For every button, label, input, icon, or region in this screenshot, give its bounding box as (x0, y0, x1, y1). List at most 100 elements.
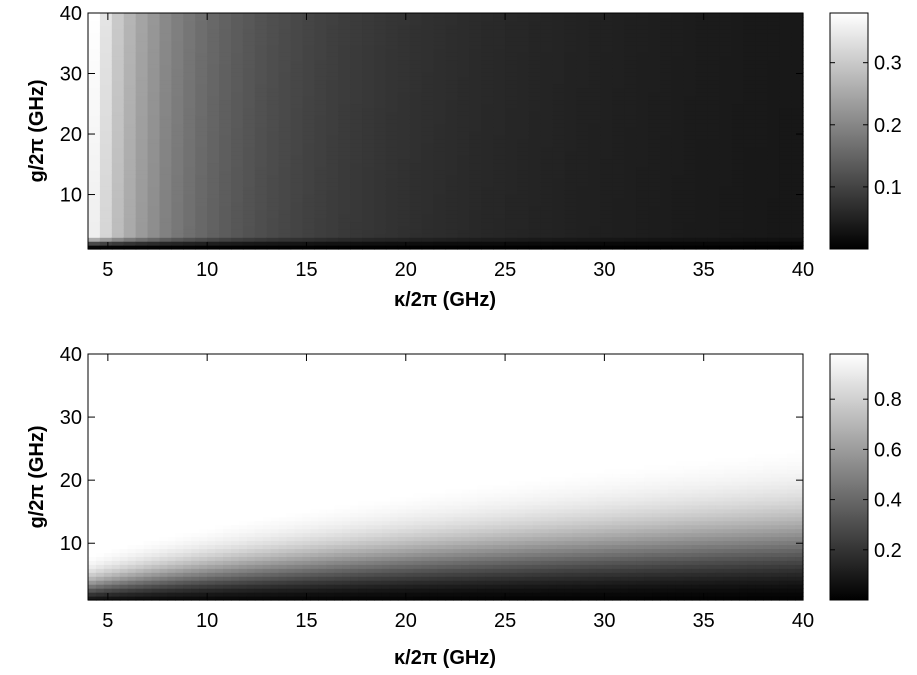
heatmap-cell (719, 190, 733, 195)
heatmap-cell (719, 60, 733, 65)
heatmap-cell (421, 99, 435, 105)
heatmap-cell (350, 237, 363, 242)
heatmap-cell (207, 20, 220, 26)
heatmap-cell (648, 150, 661, 156)
heatmap-cell (111, 103, 125, 108)
heatmap-cell (374, 209, 387, 215)
heatmap-cell (421, 91, 435, 97)
heatmap-cell (88, 516, 97, 522)
heatmap-cell (159, 72, 173, 77)
heatmap-cell (505, 186, 518, 191)
heatmap-cell (445, 20, 459, 26)
x-tick-label: 15 (295, 259, 317, 281)
heatmap-cell (791, 20, 804, 26)
heatmap-cell (119, 413, 129, 419)
heatmap-cell (660, 193, 673, 199)
heatmap-cell (231, 209, 244, 215)
heatmap-cell (195, 213, 208, 219)
heatmap-cell (528, 115, 542, 120)
heatmap-cell (636, 213, 649, 219)
heatmap-cell (207, 91, 220, 97)
heatmap-cell (457, 197, 470, 203)
heatmap-cell (755, 217, 768, 223)
heatmap-cell (127, 377, 137, 383)
heatmap-cell (397, 131, 411, 136)
heatmap-cell (278, 24, 292, 30)
heatmap-cell (517, 182, 530, 187)
heatmap-cell (254, 544, 264, 550)
heatmap-cell (433, 197, 447, 203)
heatmap-cell (767, 229, 780, 234)
heatmap-cell (135, 237, 149, 242)
heatmap-cell (195, 75, 208, 81)
heatmap-cell (219, 40, 232, 46)
heatmap-cell (671, 103, 685, 108)
heatmap-cell (88, 241, 101, 246)
heatmap-cell (254, 134, 268, 140)
heatmap-cell (660, 197, 673, 203)
heatmap-cell (540, 107, 554, 112)
heatmap-cell (219, 178, 232, 183)
heatmap-cell (719, 225, 733, 230)
heatmap-cell (171, 158, 184, 164)
heatmap-cell (791, 146, 804, 152)
heatmap-cell (671, 111, 685, 116)
heatmap-cell (242, 237, 256, 242)
heatmap-cell (445, 229, 459, 234)
heatmap-cell (767, 170, 780, 175)
heatmap-cell (207, 13, 220, 18)
heatmap-cell (314, 111, 327, 116)
heatmap-cell (600, 91, 613, 97)
heatmap-cell (600, 95, 613, 101)
heatmap-cell (707, 197, 721, 203)
heatmap-cell (159, 564, 169, 569)
heatmap-cell (576, 178, 590, 183)
heatmap-cell (183, 484, 192, 490)
heatmap-cell (151, 377, 161, 383)
heatmap-cell (219, 186, 232, 191)
heatmap-cell (103, 508, 113, 514)
heatmap-cell (588, 217, 602, 223)
heatmap-cell (731, 68, 745, 73)
heatmap-cell (350, 28, 363, 34)
heatmap-cell (231, 469, 240, 474)
heatmap-cell (231, 197, 244, 203)
heatmap-cell (731, 83, 745, 89)
heatmap-cell (143, 548, 153, 553)
heatmap-cell (183, 245, 196, 250)
heatmap-cell (588, 142, 602, 148)
heatmap-cell (88, 111, 101, 116)
heatmap-cell (338, 233, 351, 238)
heatmap-cell (242, 233, 256, 238)
heatmap-cell (719, 134, 733, 140)
heatmap-cell (159, 405, 169, 411)
heatmap-cell (111, 361, 121, 367)
heatmap-cell (95, 354, 105, 359)
heatmap-cell (278, 245, 292, 250)
heatmap-cell (552, 72, 566, 77)
heatmap-cell (147, 170, 161, 175)
heatmap-cell (600, 241, 613, 246)
heatmap-cell (143, 588, 153, 593)
heatmap-cell (767, 13, 780, 18)
heatmap-cell (767, 241, 780, 246)
heatmap-cell (159, 580, 169, 585)
heatmap-cell (517, 16, 530, 22)
heatmap-cell (779, 142, 792, 148)
heatmap-cell (199, 413, 208, 419)
heatmap-cell (167, 373, 176, 379)
heatmap-cell (636, 174, 649, 179)
heatmap-cell (517, 111, 530, 116)
heatmap-cell (88, 377, 97, 383)
heatmap-cell (238, 540, 248, 546)
heatmap-cell (707, 221, 721, 226)
heatmap-cell (242, 134, 256, 140)
heatmap-cell (290, 221, 304, 226)
heatmap-cell (528, 213, 542, 219)
heatmap-cell (135, 592, 145, 597)
heatmap-cell (199, 389, 208, 395)
heatmap-cell (95, 401, 105, 407)
heatmap-cell (421, 209, 435, 215)
heatmap-cell (147, 178, 161, 183)
heatmap-cell (731, 225, 745, 230)
